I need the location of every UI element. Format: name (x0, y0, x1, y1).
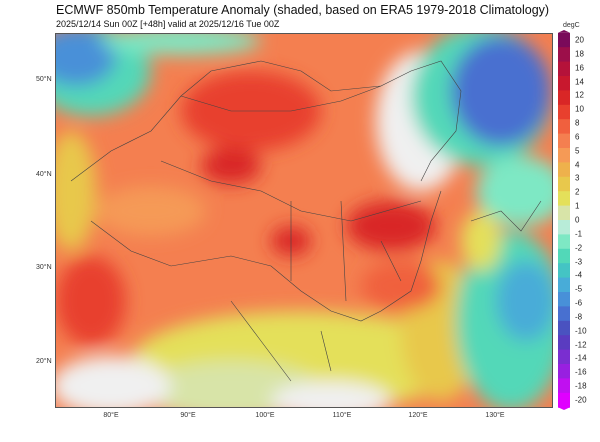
colorbar-min-arrow (558, 407, 570, 410)
colorbar-tick-label: 18 (575, 49, 584, 59)
colorbar-segment (558, 162, 570, 178)
colorbar-segment (558, 248, 570, 264)
colorbar-tick-label: 2 (575, 187, 580, 197)
colorbar-tick-label: -12 (575, 340, 587, 350)
colorbar-tick-label: -3 (575, 257, 583, 267)
lon-label: 110°E (332, 412, 352, 419)
colorbar-segment (558, 306, 570, 322)
lat-label: 40°N (36, 171, 52, 178)
colorbar-segment (558, 119, 570, 135)
lon-label: 130°E (485, 412, 505, 419)
colorbar-tick-label: -4 (575, 270, 583, 280)
lon-label: 100°E (255, 412, 275, 419)
colorbar-segment (558, 263, 570, 279)
colorbar-segment (558, 104, 570, 120)
colorbar (558, 30, 570, 410)
colorbar-tick-label: -18 (575, 381, 587, 391)
lon-label: 120°E (408, 412, 428, 419)
colorbar-tick-label: 10 (575, 104, 584, 114)
colorbar-segment (558, 32, 570, 48)
colorbar-segment (558, 148, 570, 163)
colorbar-segment (558, 277, 570, 293)
colorbar-tick-label: -20 (575, 395, 587, 405)
colorbar-tick-label: 14 (575, 77, 584, 87)
colorbar-segment (558, 90, 570, 106)
colorbar-segment (558, 392, 570, 408)
lon-label: 90°E (180, 412, 196, 419)
lat-label: 50°N (36, 76, 52, 83)
colorbar-segment (558, 133, 570, 149)
colorbar-tick-label: 4 (575, 160, 580, 170)
colorbar-tick-label: -1 (575, 229, 583, 239)
colorbar-segment (558, 191, 570, 207)
colorbar-segment (558, 335, 570, 351)
colorbar-tick-label: 20 (575, 35, 584, 45)
colorbar-segment (558, 76, 570, 91)
colorbar-tick-label: -8 (575, 312, 583, 322)
colorbar-segment (558, 320, 570, 336)
colorbar-tick-label: -16 (575, 367, 587, 377)
colorbar-tick-label: 5 (575, 146, 580, 156)
colorbar-tick-label: 6 (575, 132, 580, 142)
colorbar-tick-label: 16 (575, 63, 584, 73)
colorbar-tick-label: -10 (575, 326, 587, 336)
colorbar-tick-label: -5 (575, 284, 583, 294)
colorbar-segment (558, 349, 570, 365)
colorbar-segment (558, 378, 570, 394)
colorbar-segment (558, 292, 570, 307)
colorbar-tick-label: -6 (575, 298, 583, 308)
colorbar-segment (558, 220, 570, 235)
colorbar-tick-label: 0 (575, 215, 580, 225)
colorbar-segment (558, 364, 570, 379)
colorbar-segment (558, 176, 570, 192)
lat-label: 20°N (36, 358, 52, 365)
colorbar-tick-label: 12 (575, 90, 584, 100)
map-subtitle: 2025/12/14 Sun 00Z [+48h] valid at 2025/… (56, 19, 280, 29)
colorbar-max-arrow (558, 30, 570, 33)
colorbar-tick-label: 1 (575, 201, 580, 211)
colorbar-segment (558, 205, 570, 221)
lat-label: 30°N (36, 264, 52, 271)
colorbar-segment (558, 61, 570, 77)
lon-label: 80°E (103, 412, 119, 419)
colorbar-tick-label: 3 (575, 173, 580, 183)
colorbar-tick-label: -14 (575, 353, 587, 363)
colorbar-tick-label: 8 (575, 118, 580, 128)
temperature-anomaly-map (55, 33, 553, 408)
colorbar-tick-label: -2 (575, 243, 583, 253)
colorbar-segment (558, 47, 570, 63)
map-title: ECMWF 850mb Temperature Anomaly (shaded,… (56, 3, 550, 17)
colorbar-unit: degC (563, 22, 580, 29)
colorbar-segment (558, 234, 570, 250)
